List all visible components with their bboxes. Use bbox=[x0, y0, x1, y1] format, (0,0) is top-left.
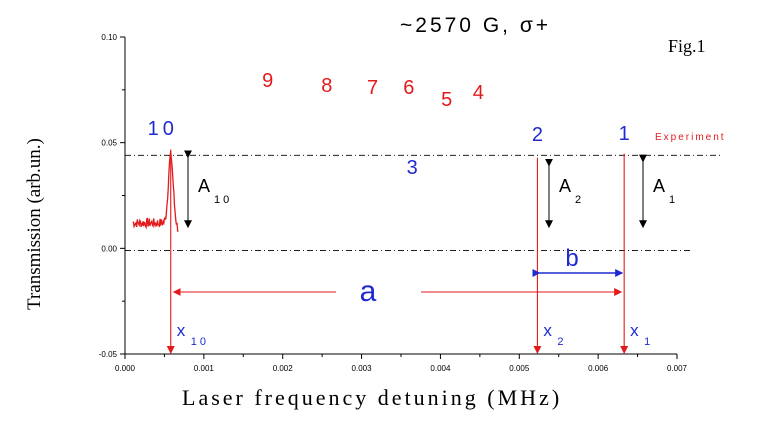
y-axis-title: Transmission (arb.un.) bbox=[24, 138, 45, 310]
x-tick-label: 0.002 bbox=[273, 364, 294, 373]
y-tick-label: 0.10 bbox=[101, 33, 117, 42]
peak-label-2: 2 bbox=[532, 124, 543, 146]
y-tick-label: 0.00 bbox=[101, 244, 117, 253]
amplitude-subscript: 2 bbox=[575, 194, 581, 206]
x-tick-label: 0.005 bbox=[509, 364, 530, 373]
y-tick-label: 0.05 bbox=[101, 139, 117, 148]
legend-experiment: Experiment bbox=[655, 132, 726, 143]
figure-label: Fig.1 bbox=[668, 36, 706, 56]
peak-label-9: 9 bbox=[262, 70, 273, 92]
position-subscript: 1 bbox=[644, 336, 650, 348]
peak-label-5: 5 bbox=[441, 89, 452, 111]
peak-labels: 10 9 8 7 6 3 5 4 2 1 bbox=[148, 70, 630, 179]
spacing-b-label: b bbox=[565, 245, 578, 272]
amplitude-label: A bbox=[653, 176, 665, 196]
spacing-a-label: a bbox=[360, 275, 377, 308]
x-tick-label: 0.001 bbox=[194, 364, 215, 373]
axes: 0.000 0.001 0.002 0.003 0.004 0.005 0.006 0.007… bbox=[99, 33, 688, 373]
amplitude-subscript: 1 bbox=[669, 194, 675, 206]
experiment-curve bbox=[132, 150, 179, 233]
x-tick-label: 0.003 bbox=[352, 364, 373, 373]
x-tick-label: 0.000 bbox=[115, 364, 136, 373]
peak-label-1: 1 bbox=[619, 123, 630, 145]
amplitude-subscript: 10 bbox=[214, 194, 232, 206]
amplitude-label: A bbox=[559, 176, 571, 196]
position-subscript: 10 bbox=[191, 336, 209, 348]
amplitude-label: A bbox=[198, 176, 210, 196]
y-tick-label: -0.05 bbox=[99, 350, 118, 359]
peak-label-7: 7 bbox=[367, 77, 378, 99]
chart-title: ~2570 G, σ+ bbox=[400, 14, 551, 37]
peak-label-6: 6 bbox=[403, 77, 414, 99]
peak-label-8: 8 bbox=[321, 75, 332, 97]
x-tick-label: 0.007 bbox=[667, 364, 688, 373]
position-subscript: 2 bbox=[557, 336, 563, 348]
position-label: x bbox=[630, 321, 639, 340]
peak-label-3: 3 bbox=[407, 157, 418, 179]
position-label: x bbox=[177, 321, 186, 340]
reference-lines bbox=[125, 154, 720, 251]
series-experiment bbox=[132, 150, 179, 233]
x-tick-label: 0.004 bbox=[430, 364, 451, 373]
x-axis-title: Laser frequency detuning (MHz) bbox=[182, 385, 562, 410]
peak-label-10: 10 bbox=[148, 118, 178, 140]
peak-label-4: 4 bbox=[473, 82, 484, 104]
x-tick-label: 0.006 bbox=[588, 364, 609, 373]
position-label: x bbox=[543, 321, 552, 340]
